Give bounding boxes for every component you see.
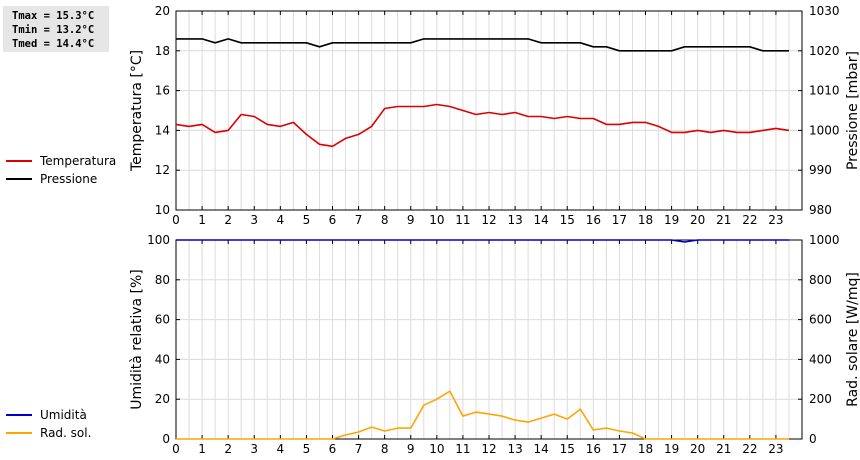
temp-chart-x-tick-label: 22 <box>742 213 757 227</box>
temp-chart-y-right-tick-label: 990 <box>809 163 832 177</box>
humidity-chart-y-left-tick-label: 40 <box>155 352 170 366</box>
humidity-chart-x-tick-label: 21 <box>716 442 731 456</box>
humidity-chart-x-tick-label: 20 <box>690 442 705 456</box>
legend-swatch-temperatura <box>6 160 32 162</box>
legend-item-temperatura: Temperatura <box>6 152 116 170</box>
temp-chart-y-right-tick-label: 1030 <box>809 4 840 18</box>
temp-chart-x-tick-label: 6 <box>329 213 337 227</box>
temp-chart-y-left-title: Temperatura [°C] <box>129 50 145 172</box>
legend-swatch-rad-sol <box>6 432 32 434</box>
temp-chart-x-tick-label: 13 <box>507 213 522 227</box>
humidity-chart-x-tick-label: 7 <box>355 442 363 456</box>
humidity-chart-y-left-tick-label: 20 <box>155 392 170 406</box>
temp-chart-x-tick-label: 2 <box>224 213 232 227</box>
humidity-chart-y-left-tick-label: 0 <box>162 432 170 446</box>
temp-chart-x-tick-label: 11 <box>455 213 470 227</box>
humidity-chart-x-tick-label: 19 <box>664 442 679 456</box>
temp-chart-y-left-tick-label: 10 <box>155 203 170 217</box>
humidity-chart-x-tick-label: 6 <box>329 442 337 456</box>
humidity-chart-y-left-tick-label: 60 <box>155 313 170 327</box>
legend-swatch-umidita <box>6 414 32 416</box>
humidity-chart-y-left-tick-label: 80 <box>155 273 170 287</box>
series-line-pressione <box>176 38 789 52</box>
temp-chart-x-tick-label: 5 <box>303 213 311 227</box>
humidity-chart-x-tick-label: 5 <box>303 442 311 456</box>
temp-chart-y-right-tick-label: 1000 <box>809 123 840 137</box>
temp-chart-x-tick-label: 17 <box>612 213 627 227</box>
temp-chart-x-tick-label: 19 <box>664 213 679 227</box>
temp-chart-x-tick-label: 8 <box>381 213 389 227</box>
temp-chart-x-tick-label: 4 <box>277 213 285 227</box>
temp-chart-x-tick-label: 10 <box>429 213 444 227</box>
temp-chart-y-left-tick-label: 14 <box>155 123 170 137</box>
temp-chart-y-left-tick-label: 16 <box>155 84 170 98</box>
stat-tmax: Tmax = 15.3°C <box>12 10 95 22</box>
humidity-chart-x-tick-label: 18 <box>638 442 653 456</box>
humidity-chart-y-left-title: Umidità relativa [%] <box>129 269 145 410</box>
stat-tmin: Tmin = 13.2°C <box>12 24 95 36</box>
humidity-chart-x-tick-label: 12 <box>481 442 496 456</box>
legend-label-rad-sol: Rad. sol. <box>40 426 92 440</box>
temp-chart-x-tick-label: 3 <box>250 213 258 227</box>
humidity-chart-x-tick-label: 17 <box>612 442 627 456</box>
humidity-chart-x-tick-label: 14 <box>534 442 549 456</box>
humidity-chart-x-tick-label: 11 <box>455 442 470 456</box>
series-line-rad-sol <box>176 390 789 440</box>
humidity-chart-y-right-tick-label: 600 <box>809 313 832 327</box>
temp-chart-y-right-tick-label: 1020 <box>809 44 840 58</box>
stats-box: Tmax = 15.3°C Tmin = 13.2°C Tmed = 14.4°… <box>3 6 109 52</box>
temp-chart-x-tick-label: 9 <box>407 213 415 227</box>
humidity-chart-x-tick-label: 1 <box>198 442 206 456</box>
humidity-chart-x-tick-label: 4 <box>277 442 285 456</box>
humidity-chart-x-tick-label: 3 <box>250 442 258 456</box>
humidity-chart-x-tick-label: 16 <box>586 442 601 456</box>
temp-chart-y-right-tick-label: 1010 <box>809 84 840 98</box>
series-line-temperatura <box>175 103 790 148</box>
stat-tmed: Tmed = 14.4°C <box>12 38 95 50</box>
temp-chart-y-left-tick-label: 20 <box>155 4 170 18</box>
temp-chart-y-right-title: Pressione [mbar] <box>845 51 860 170</box>
temp-chart-y-left-tick-label: 18 <box>155 44 170 58</box>
humidity-chart-x-tick-label: 22 <box>742 442 757 456</box>
temp-chart-x-tick-label: 1 <box>198 213 206 227</box>
humidity-chart-x-tick-label: 0 <box>172 442 180 456</box>
series-line-umidit <box>176 239 789 243</box>
legend-label-umidita: Umidità <box>40 408 87 422</box>
humidity-chart: 0 1 2 3 4 5 6 7 8 9 10 11 12 13 14 15 16 17 18 19 20 21 22 2302… <box>129 233 860 456</box>
legend-item-umidita: Umidità <box>6 406 87 424</box>
temp-chart-y-left-tick-label: 12 <box>155 163 170 177</box>
humidity-chart-x-tick-label: 2 <box>224 442 232 456</box>
temp-chart-x-tick-label: 16 <box>586 213 601 227</box>
legend-item-pressione: Pressione <box>6 170 97 188</box>
humidity-chart-x-tick-label: 8 <box>381 442 389 456</box>
temp-chart-x-tick-label: 15 <box>560 213 575 227</box>
temp-chart-x-tick-label: 20 <box>690 213 705 227</box>
humidity-chart-y-right-tick-label: 800 <box>809 273 832 287</box>
temp-chart-x-tick-label: 14 <box>534 213 549 227</box>
humidity-chart-y-right-tick-label: 1000 <box>809 233 840 247</box>
humidity-chart-y-right-title: Rad. solare [W/mq] <box>845 272 860 407</box>
legend-item-rad-sol: Rad. sol. <box>6 424 91 442</box>
temp-chart-x-tick-label: 7 <box>355 213 363 227</box>
temp-chart-x-tick-label: 0 <box>172 213 180 227</box>
temp-chart-x-tick-label: 12 <box>481 213 496 227</box>
temp-chart-x-tick-label: 18 <box>638 213 653 227</box>
humidity-chart-x-tick-label: 15 <box>560 442 575 456</box>
humidity-chart-x-tick-label: 9 <box>407 442 415 456</box>
humidity-chart-y-right-tick-label: 400 <box>809 352 832 366</box>
humidity-chart-x-tick-label: 23 <box>768 442 783 456</box>
humidity-chart-x-tick-label: 10 <box>429 442 444 456</box>
legend-swatch-pressione <box>6 178 32 180</box>
temp-chart-x-tick-label: 23 <box>768 213 783 227</box>
legend-label-temperatura: Temperatura <box>40 154 117 168</box>
temp-chart: 0 1 2 3 4 5 6 7 8 9 10 11 12 13 14 15 16 17 18 19 20 21 22 2310… <box>129 4 860 227</box>
humidity-chart-y-right-tick-label: 200 <box>809 392 832 406</box>
humidity-chart-y-right-tick-label: 0 <box>809 432 817 446</box>
humidity-chart-x-tick-label: 13 <box>507 442 522 456</box>
temp-chart-x-tick-label: 21 <box>716 213 731 227</box>
legend-label-pressione: Pressione <box>40 172 98 186</box>
temp-chart-y-right-tick-label: 980 <box>809 203 832 217</box>
humidity-chart-y-left-tick-label: 100 <box>147 233 170 247</box>
